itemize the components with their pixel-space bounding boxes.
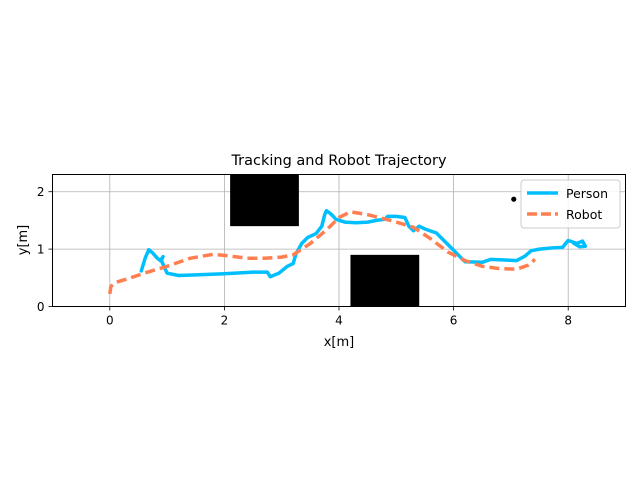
x-tick-label-1: 2 [221, 314, 229, 328]
point-marker-0 [511, 196, 517, 202]
obstacle-1 [350, 254, 420, 307]
series-line-person [139, 208, 588, 279]
y-axis-label: y[m] [16, 225, 31, 256]
series-line-robot [108, 210, 537, 295]
x-tick-label-3: 6 [450, 314, 458, 328]
legend-label-person: Person [566, 186, 608, 201]
obstacles [230, 174, 420, 307]
x-axis-label: x[m] [324, 335, 355, 350]
obstacle-0 [230, 174, 299, 227]
x-tick-label-2: 4 [335, 314, 343, 328]
x-tick-label-4: 8 [564, 314, 572, 328]
chart-title: Tracking and Robot Trajectory [230, 153, 447, 169]
ticks: 0 2 4 6 8 0 1 2 [37, 185, 572, 327]
x-tick-label-0: 0 [106, 314, 114, 328]
legend-label-robot: Robot [566, 207, 602, 222]
y-tick-label-2: 2 [37, 185, 45, 199]
y-tick-label-1: 1 [37, 243, 45, 257]
series [108, 208, 588, 295]
y-tick-label-0: 0 [37, 300, 45, 314]
markers [511, 196, 517, 202]
legend: Person Robot [520, 179, 621, 229]
